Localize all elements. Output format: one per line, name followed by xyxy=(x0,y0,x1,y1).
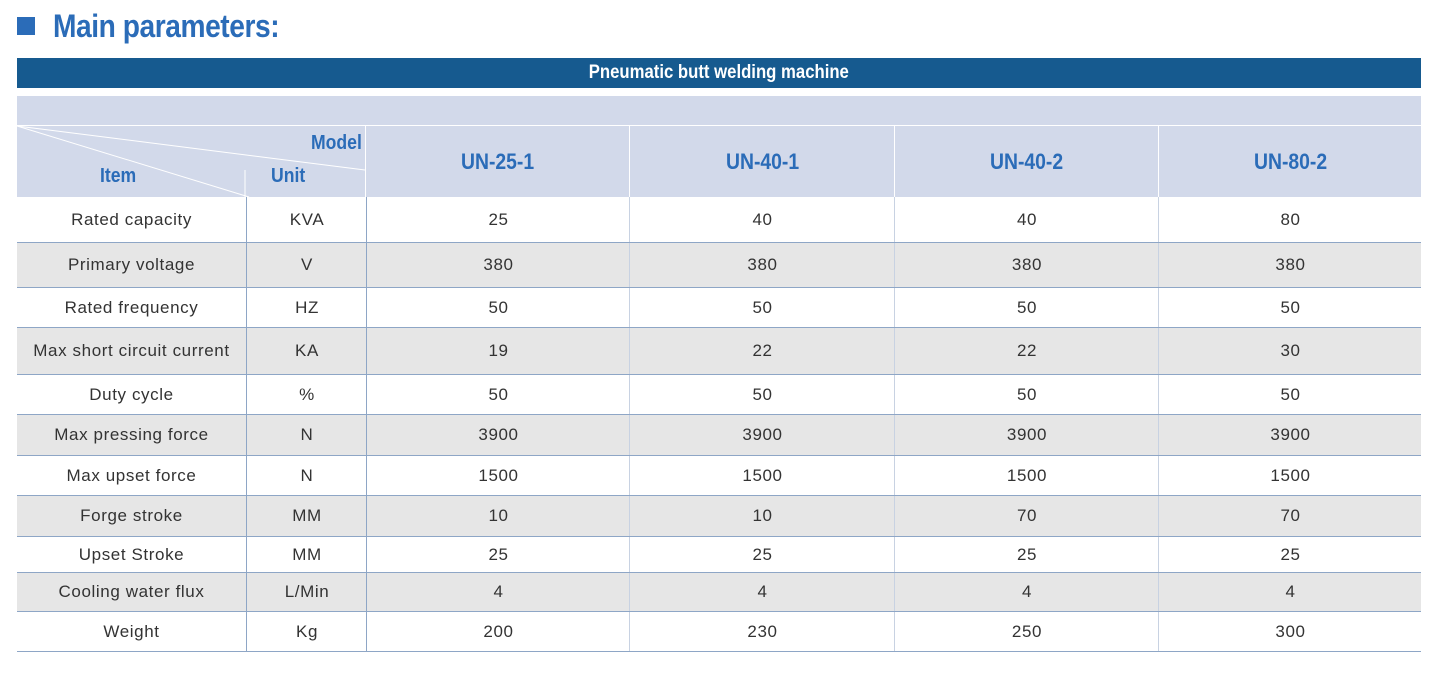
model-name: UN-40-2 xyxy=(990,148,1064,174)
model-column-header: UN-25-1 xyxy=(365,126,630,197)
value-cell: 380 xyxy=(366,243,630,287)
item-cell: Max pressing force xyxy=(54,425,209,444)
unit-cell: MM xyxy=(246,537,367,572)
table-row: Primary voltage V 380 380 380 380 xyxy=(17,243,1421,288)
value-cell: 4 xyxy=(894,573,1159,611)
model-column-header: UN-80-2 xyxy=(1158,126,1422,197)
value-cell: 4 xyxy=(1158,573,1422,611)
value-cell: 3900 xyxy=(1158,415,1422,455)
value-cell: 50 xyxy=(629,288,895,327)
value-cell: 50 xyxy=(366,288,630,327)
value-cell: 25 xyxy=(366,537,630,572)
value-cell: 25 xyxy=(366,197,630,242)
table-row: Upset Stroke MM 25 25 25 25 xyxy=(17,537,1421,573)
table-row: Max short circuit current KA 19 22 22 30 xyxy=(17,328,1421,375)
table-row: Weight Kg 200 230 250 300 xyxy=(17,612,1421,652)
model-name: UN-40-1 xyxy=(725,148,800,174)
unit-cell: KA xyxy=(246,328,367,374)
value-cell: 50 xyxy=(1158,288,1422,327)
header-corner-cell: Model Item Unit xyxy=(17,126,365,197)
section-heading: Main parameters: xyxy=(17,6,310,46)
model-column-header: UN-40-2 xyxy=(894,126,1159,197)
value-cell: 3900 xyxy=(894,415,1159,455)
value-cell: 380 xyxy=(894,243,1159,287)
value-cell: 4 xyxy=(366,573,630,611)
value-cell: 22 xyxy=(629,328,895,374)
value-cell: 40 xyxy=(629,197,895,242)
value-cell: 380 xyxy=(1158,243,1422,287)
item-cell: Primary voltage xyxy=(67,255,196,274)
section-title: Main parameters: xyxy=(53,7,280,44)
header-item-label: Item xyxy=(100,165,137,187)
header-spacer-band xyxy=(17,96,1421,125)
diagonal-lines xyxy=(17,126,365,197)
unit-cell: % xyxy=(246,375,367,414)
table-row: Duty cycle% 50 50 50 50 xyxy=(17,375,1421,415)
table-row: Rated frequency HZ 50 50 50 50 xyxy=(17,288,1421,328)
value-cell: 50 xyxy=(894,375,1159,414)
item-cell: Max upset force xyxy=(66,465,197,485)
value-cell: 50 xyxy=(894,288,1159,327)
value-cell: 4 xyxy=(629,573,895,611)
value-cell: 1500 xyxy=(629,456,895,495)
value-cell: 250 xyxy=(894,612,1159,651)
value-cell: 10 xyxy=(629,496,895,536)
value-cell: 25 xyxy=(894,537,1159,572)
item-cell: Upset Stroke xyxy=(78,544,185,564)
unit-cell: MM xyxy=(246,496,367,536)
unit-cell: L/Min xyxy=(246,573,367,611)
table-row: Rated capacity KVA 25 40 40 80 xyxy=(17,197,1421,243)
unit-cell: V xyxy=(246,243,367,287)
table-caption-banner: Pneumatic butt welding machine xyxy=(17,58,1421,88)
value-cell: 3900 xyxy=(629,415,895,455)
bullet-square-icon xyxy=(17,17,35,35)
item-cell: Rated frequency xyxy=(64,297,199,317)
table-row: Max pressing force N 3900 3900 3900 3900 xyxy=(17,415,1421,456)
unit-cell: HZ xyxy=(246,288,367,327)
value-cell: 22 xyxy=(894,328,1159,374)
value-cell: 200 xyxy=(366,612,630,651)
table-row: Cooling water flux L/Min 4 4 4 4 xyxy=(17,573,1421,612)
item-cell: Duty cycle xyxy=(89,384,174,404)
value-cell: 300 xyxy=(1158,612,1422,651)
value-cell: 70 xyxy=(1158,496,1422,536)
unit-cell: N xyxy=(246,456,367,495)
unit-cell: KVA xyxy=(246,197,367,242)
item-cell: Forge stroke xyxy=(80,506,183,525)
value-cell: 10 xyxy=(366,496,630,536)
table-header-row: Model Item Unit UN-25-1 UN-40-1 UN-40-2 … xyxy=(17,126,1421,197)
model-name: UN-25-1 xyxy=(461,148,535,174)
value-cell: 19 xyxy=(366,328,630,374)
value-cell: 25 xyxy=(1158,537,1422,572)
table-row: Forge stroke MM 10 10 70 70 xyxy=(17,496,1421,537)
model-name: UN-80-2 xyxy=(1253,148,1328,174)
header-unit-label: Unit xyxy=(271,165,306,187)
model-column-header: UN-40-1 xyxy=(629,126,895,197)
value-cell: 50 xyxy=(629,375,895,414)
table-row: Max upset force N 1500 1500 1500 1500 xyxy=(17,456,1421,496)
item-cell: Rated capacity xyxy=(71,209,192,229)
value-cell: 40 xyxy=(894,197,1159,242)
value-cell: 25 xyxy=(629,537,895,572)
item-cell: Cooling water flux xyxy=(58,582,205,601)
header-model-label: Model xyxy=(311,132,362,154)
value-cell: 1500 xyxy=(1158,456,1422,495)
unit-cell: N xyxy=(246,415,367,455)
value-cell: 230 xyxy=(629,612,895,651)
value-cell: 30 xyxy=(1158,328,1422,374)
value-cell: 50 xyxy=(366,375,630,414)
value-cell: 50 xyxy=(1158,375,1422,414)
item-cell: Weight xyxy=(103,621,160,641)
value-cell: 80 xyxy=(1158,197,1422,242)
value-cell: 1500 xyxy=(366,456,630,495)
value-cell: 380 xyxy=(629,243,895,287)
value-cell: 70 xyxy=(894,496,1159,536)
unit-cell: Kg xyxy=(246,612,367,651)
value-cell: 1500 xyxy=(894,456,1159,495)
table-caption: Pneumatic butt welding machine xyxy=(588,62,850,83)
value-cell: 3900 xyxy=(366,415,630,455)
item-cell: Max short circuit current xyxy=(33,341,230,360)
